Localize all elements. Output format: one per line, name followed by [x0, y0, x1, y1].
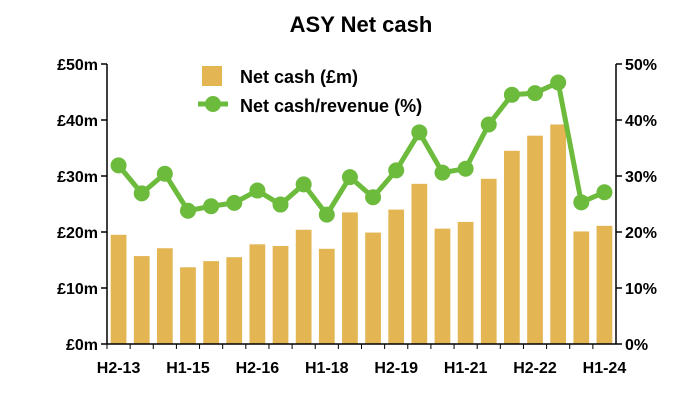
x-tick-label: H2-22 — [513, 360, 557, 377]
bar-h2-14 — [156, 248, 173, 344]
legend-swatch-net-cash — [202, 66, 222, 86]
point-h1-17 — [272, 196, 289, 213]
bar-h1-17 — [272, 246, 289, 344]
bar-h2-15 — [203, 261, 219, 344]
point-h2-21 — [480, 116, 497, 133]
x-tick-label: H1-18 — [305, 360, 349, 377]
bar-h1-19 — [365, 232, 381, 344]
point-h2-17 — [295, 176, 312, 193]
legend-marker-net-cash-revenue — [205, 96, 221, 112]
legend-label-net-cash: Net cash (£m) — [240, 67, 358, 87]
tick-labels: £0m £10m £20m £30m £40m £50m 0% 10% 20% 30% 40% 50%… — [57, 57, 657, 377]
bar-h2-19 — [388, 209, 405, 344]
bar-h2-16 — [249, 244, 266, 344]
axes — [101, 63, 622, 349]
left-tick-label: £20m — [57, 225, 98, 242]
legend-label-net-cash-revenue: Net cash/revenue (%) — [240, 96, 422, 116]
point-h1-21 — [457, 160, 474, 177]
right-tick-label: 50% — [625, 57, 657, 74]
x-tick-label: H2-19 — [374, 360, 418, 377]
left-tick-label: £0m — [66, 337, 98, 354]
right-tick-label: 10% — [625, 281, 657, 298]
point-h1-22 — [503, 86, 520, 103]
point-h2-22 — [527, 85, 544, 102]
right-tick-label: 20% — [625, 225, 657, 242]
left-tick-label: £50m — [57, 57, 98, 74]
bar-h2-17 — [295, 229, 312, 344]
bar-h2-23 — [573, 231, 590, 344]
point-h1-23 — [550, 74, 567, 91]
left-tick-label: £30m — [57, 169, 98, 186]
bar-h1-20 — [411, 183, 428, 344]
point-h2-23 — [573, 194, 590, 211]
bar-h1-23 — [550, 124, 567, 344]
bar-h2-21 — [480, 178, 497, 344]
bar-h2-20 — [434, 228, 451, 344]
point-h2-20 — [434, 164, 451, 181]
point-h1-14 — [133, 185, 150, 202]
point-h1-19 — [365, 189, 382, 206]
point-h1-18 — [318, 206, 335, 223]
x-tick-label: H1-24 — [583, 360, 627, 377]
bar-h1-22 — [504, 150, 520, 344]
line-net-cash-revenue — [116, 79, 606, 218]
point-h2-13 — [110, 157, 127, 174]
bar-h2-22 — [527, 135, 543, 344]
line-series — [110, 74, 613, 223]
legend: Net cash (£m) Net cash/revenue (%) — [198, 66, 422, 116]
chart-title: ASY Net cash — [290, 12, 433, 37]
left-tick-label: £10m — [57, 281, 98, 298]
bar-h2-13 — [110, 234, 127, 344]
point-h1-20 — [411, 124, 428, 141]
bar-h1-24 — [596, 225, 613, 344]
right-tick-label: 40% — [625, 113, 657, 130]
point-h2-14 — [156, 165, 173, 182]
point-h1-24 — [596, 184, 613, 201]
point-h1-15 — [179, 202, 196, 219]
bar-h1-21 — [457, 221, 474, 344]
right-tick-label: 30% — [625, 169, 657, 186]
point-h2-18 — [341, 169, 358, 186]
point-h2-19 — [388, 162, 405, 179]
left-tick-label: £40m — [57, 113, 98, 130]
x-tick-label: H2-16 — [236, 360, 280, 377]
right-tick-label: 0% — [625, 337, 648, 354]
x-tick-label: H1-21 — [444, 360, 488, 377]
point-h2-15 — [203, 198, 220, 215]
bar-h1-14 — [133, 256, 150, 344]
bar-h2-18 — [342, 212, 358, 344]
point-h2-16 — [249, 182, 266, 199]
bar-series — [110, 124, 613, 344]
bar-h1-15 — [180, 267, 196, 344]
point-h1-16 — [226, 194, 243, 211]
x-tick-label: H1-15 — [166, 360, 210, 377]
bar-h1-16 — [226, 257, 243, 344]
bar-h1-18 — [318, 248, 335, 344]
x-tick-label: H2-13 — [97, 360, 141, 377]
